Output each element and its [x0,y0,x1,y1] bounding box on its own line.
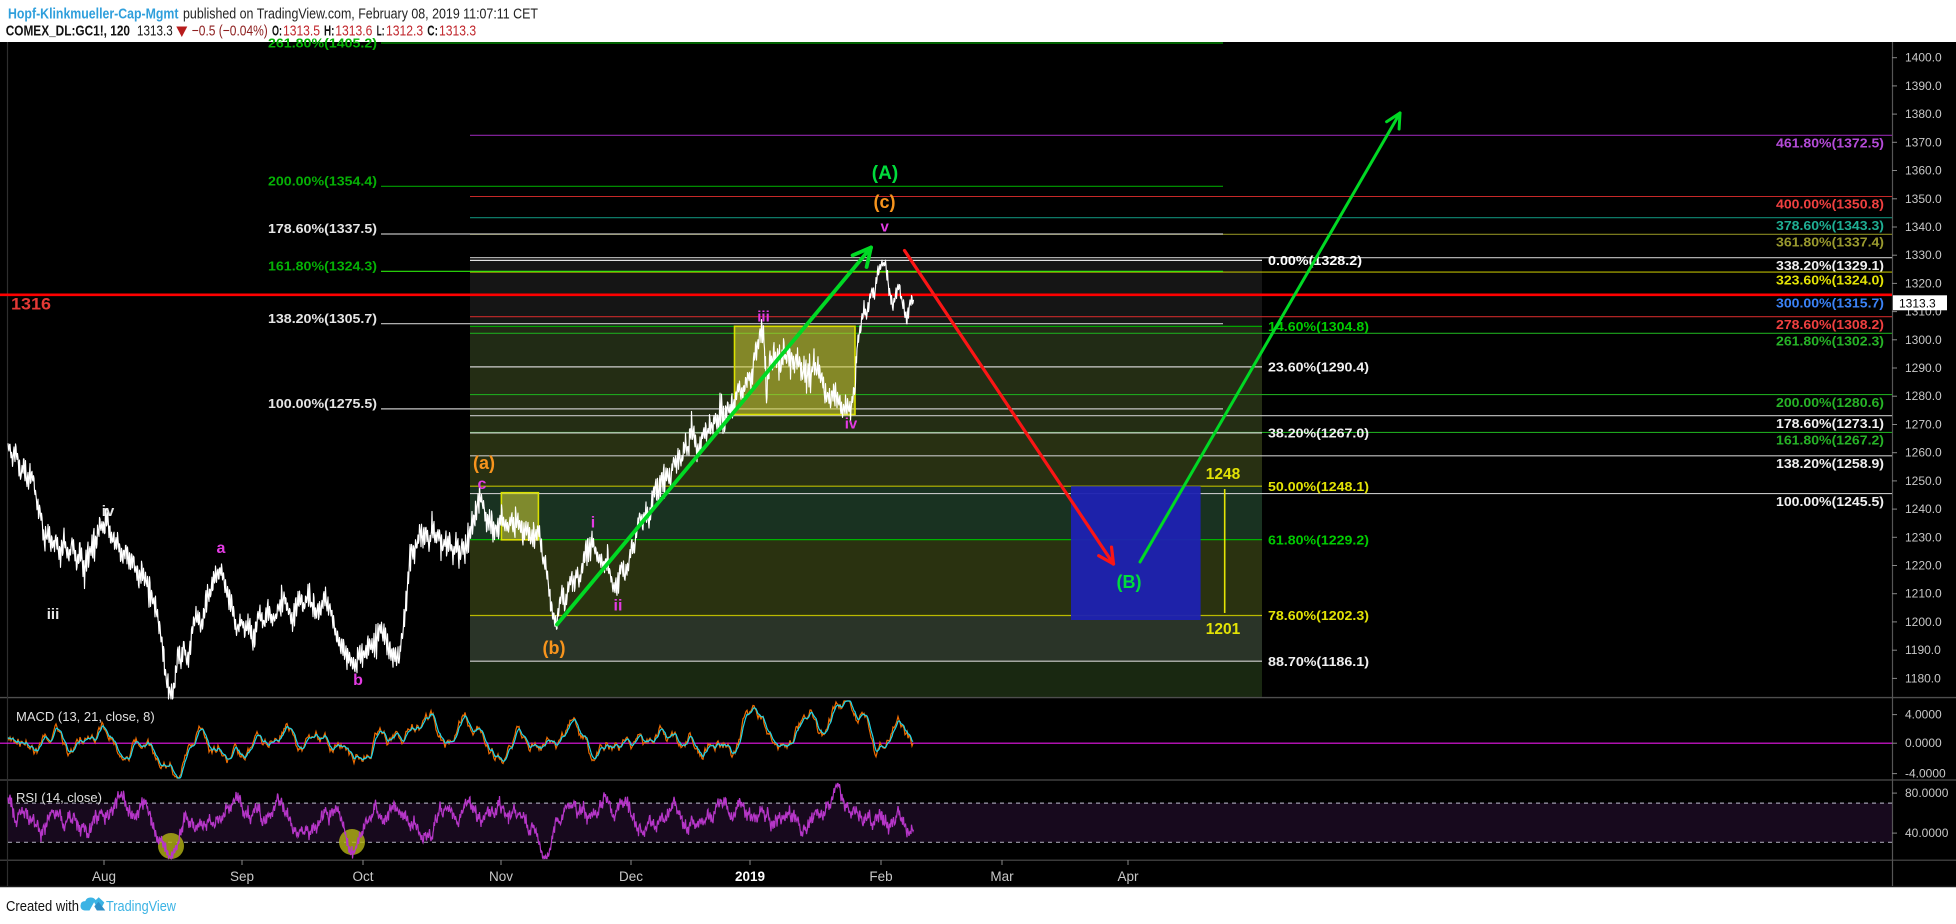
svg-text:100.00%(1275.5): 100.00%(1275.5) [268,396,377,411]
svg-text:461.80%(1372.5): 461.80%(1372.5) [1776,136,1884,151]
svg-text:1320.0: 1320.0 [1905,276,1942,290]
svg-text:161.80%(1267.2): 161.80%(1267.2) [1776,433,1884,448]
svg-text:(c): (c) [874,192,896,212]
svg-text:iv: iv [102,503,115,520]
svg-text:278.60%(1308.2): 278.60%(1308.2) [1776,317,1884,332]
svg-text:C:: C: [427,23,438,40]
svg-text:261.80%(1405.2): 261.80%(1405.2) [268,36,377,51]
svg-text:b: b [353,672,363,689]
svg-text:161.80%(1324.3): 161.80%(1324.3) [268,259,377,274]
svg-text:1201: 1201 [1206,621,1241,638]
svg-text:338.20%(1329.1): 338.20%(1329.1) [1776,258,1884,273]
svg-text:−0.5 (−0.04%): −0.5 (−0.04%) [192,23,268,40]
svg-text:261.80%(1302.3): 261.80%(1302.3) [1776,334,1884,349]
svg-text:1330.0: 1330.0 [1905,248,1942,262]
svg-text:i: i [591,515,595,532]
svg-text:1313.3: 1313.3 [137,23,173,40]
svg-text:1290.0: 1290.0 [1905,361,1942,375]
svg-text:1313.5: 1313.5 [283,23,320,40]
svg-text:14.60%(1304.8): 14.60%(1304.8) [1268,319,1369,334]
svg-text:(A): (A) [872,163,898,184]
svg-text:RSI (14, close): RSI (14, close) [16,790,102,805]
svg-text:1313.3: 1313.3 [439,23,476,40]
svg-text:1260.0: 1260.0 [1905,446,1942,460]
svg-text:Oct: Oct [352,869,373,884]
svg-text:Aug: Aug [92,869,116,884]
svg-text:80.0000: 80.0000 [1905,786,1949,800]
svg-text:Apr: Apr [1117,869,1139,884]
svg-text:1220.0: 1220.0 [1905,559,1942,573]
svg-text:178.60%(1273.1): 178.60%(1273.1) [1776,416,1884,431]
svg-text:1250.0: 1250.0 [1905,474,1942,488]
svg-text:4.0000: 4.0000 [1905,708,1942,722]
svg-text:1313.6: 1313.6 [335,23,372,40]
svg-text:iii: iii [757,309,770,326]
svg-text:38.20%(1267.0): 38.20%(1267.0) [1268,426,1369,441]
svg-text:(B): (B) [1117,572,1142,592]
svg-text:1400.0: 1400.0 [1905,51,1942,65]
svg-text:Feb: Feb [869,869,892,884]
svg-text:1280.0: 1280.0 [1905,389,1942,403]
svg-text:88.70%(1186.1): 88.70%(1186.1) [1268,654,1369,669]
svg-text:323.60%(1324.0): 323.60%(1324.0) [1776,272,1884,287]
svg-text:Hopf-Klinkmueller-Cap-Mgmt: Hopf-Klinkmueller-Cap-Mgmt [8,6,179,23]
svg-text:1340.0: 1340.0 [1905,220,1942,234]
svg-text:200.00%(1354.4): 200.00%(1354.4) [268,174,377,189]
svg-text:TradingView: TradingView [106,899,176,915]
svg-text:Sep: Sep [230,869,254,884]
svg-text:iii: iii [47,606,60,623]
svg-text:61.80%(1229.2): 61.80%(1229.2) [1268,532,1369,547]
svg-text:0.0000: 0.0000 [1905,736,1942,750]
svg-text:Nov: Nov [489,869,513,884]
svg-text:H:: H: [324,23,334,40]
svg-text:178.60%(1337.5): 178.60%(1337.5) [268,221,377,236]
svg-text:1210.0: 1210.0 [1905,587,1942,601]
svg-text:1370.0: 1370.0 [1905,135,1942,149]
svg-text:200.00%(1280.6): 200.00%(1280.6) [1776,395,1884,410]
svg-text:1190.0: 1190.0 [1905,643,1941,657]
svg-text:100.00%(1245.5): 100.00%(1245.5) [1776,494,1884,509]
svg-text:L:: L: [377,23,385,40]
svg-text:1350.0: 1350.0 [1905,192,1942,206]
svg-text:50.00%(1248.1): 50.00%(1248.1) [1268,479,1369,494]
svg-text:-4.0000: -4.0000 [1905,767,1946,781]
svg-text:1313.3: 1313.3 [1899,296,1936,310]
svg-text:MACD (13, 21, close, 8): MACD (13, 21, close, 8) [16,709,155,724]
svg-text:1360.0: 1360.0 [1905,164,1942,178]
svg-text:Mar: Mar [990,869,1014,884]
svg-text:1390.0: 1390.0 [1905,79,1942,93]
svg-text:1312.3: 1312.3 [386,23,423,40]
svg-text:1316: 1316 [11,296,51,314]
svg-text:1240.0: 1240.0 [1905,502,1942,516]
svg-text:138.20%(1258.9): 138.20%(1258.9) [1776,456,1884,471]
svg-text:300.00%(1315.7): 300.00%(1315.7) [1776,296,1884,311]
svg-text:ii: ii [614,598,623,615]
svg-text:Dec: Dec [619,869,643,884]
svg-text:v: v [881,219,890,236]
svg-text:1380.0: 1380.0 [1905,107,1942,121]
svg-text:a: a [217,540,226,557]
svg-text:23.60%(1290.4): 23.60%(1290.4) [1268,360,1369,375]
svg-text:COMEX_DL:GC1!, 120: COMEX_DL:GC1!, 120 [6,23,130,40]
svg-text:c: c [478,476,487,493]
svg-text:iv: iv [845,416,858,433]
svg-text:40.0000: 40.0000 [1905,826,1949,840]
svg-text:1230.0: 1230.0 [1905,530,1942,544]
svg-text:1180.0: 1180.0 [1905,671,1941,685]
svg-text:138.20%(1305.7): 138.20%(1305.7) [268,311,377,326]
svg-text:1248: 1248 [1206,466,1241,483]
svg-text:Created with: Created with [6,899,79,915]
svg-text:400.00%(1350.8): 400.00%(1350.8) [1776,197,1884,212]
svg-text:O:: O: [272,23,282,40]
svg-text:1270.0: 1270.0 [1905,418,1942,432]
svg-text:361.80%(1337.4): 361.80%(1337.4) [1776,235,1884,250]
svg-text:(b): (b) [543,638,566,658]
svg-text:378.60%(1343.3): 378.60%(1343.3) [1776,218,1884,233]
svg-text:published on TradingView.com,: published on TradingView.com, February 0… [183,6,538,23]
svg-text:1300.0: 1300.0 [1905,333,1942,347]
svg-text:2019: 2019 [735,869,765,884]
svg-text:78.60%(1202.3): 78.60%(1202.3) [1268,608,1369,623]
svg-text:(a): (a) [473,453,495,473]
svg-text:1200.0: 1200.0 [1905,615,1942,629]
